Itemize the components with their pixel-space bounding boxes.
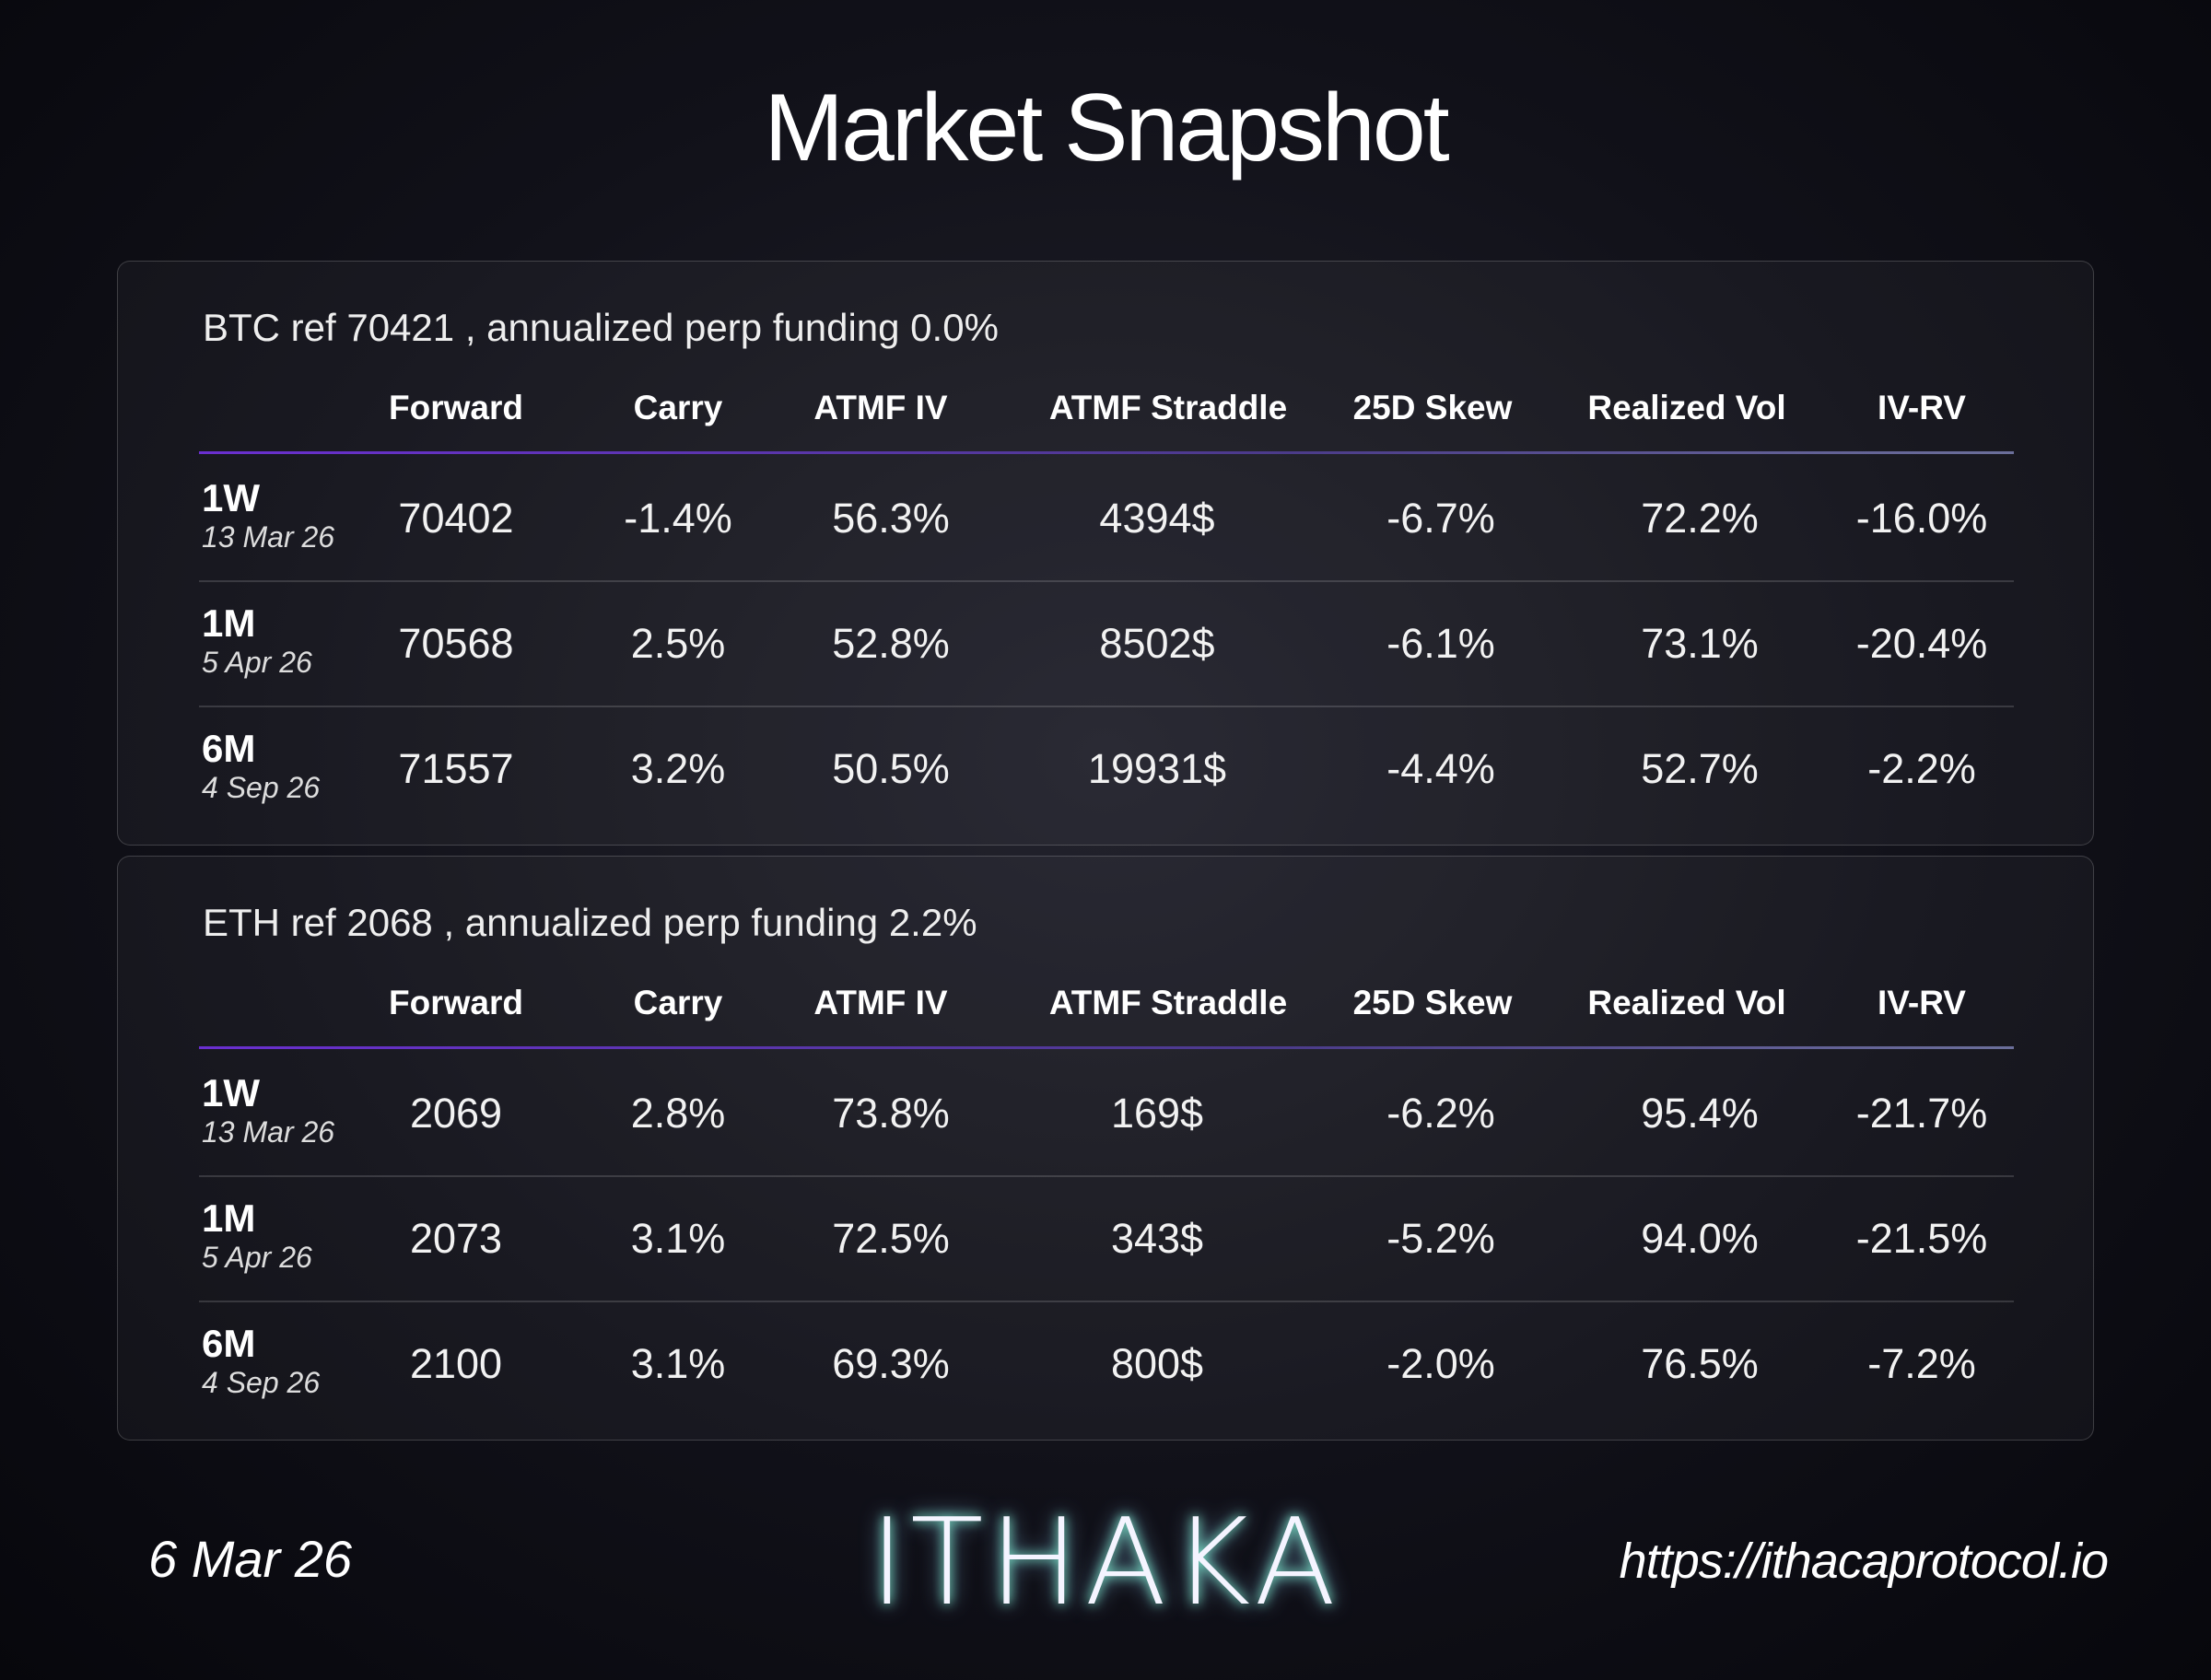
tenor: 1W bbox=[202, 476, 260, 519]
row-separator bbox=[199, 1301, 2014, 1302]
cell: -2.0% bbox=[1386, 1340, 1495, 1387]
cell: 94.0% bbox=[1641, 1215, 1759, 1262]
column-header: Carry bbox=[633, 984, 723, 1021]
expiry-date: 5 Apr 26 bbox=[202, 646, 312, 679]
cell: 95.4% bbox=[1641, 1090, 1759, 1137]
cell: 73.1% bbox=[1641, 620, 1759, 667]
cell: 69.3% bbox=[832, 1340, 950, 1387]
cell: 2073 bbox=[409, 1215, 503, 1262]
footer-url: https://ithacaprotocol.io bbox=[1619, 1534, 2109, 1589]
tenor: 6M bbox=[202, 1322, 256, 1365]
cell: -20.4% bbox=[1855, 620, 1988, 667]
row-separator bbox=[199, 1175, 2014, 1177]
table-panel: BTC ref 70421 , annualized perp funding … bbox=[117, 261, 2094, 846]
cell: 72.5% bbox=[832, 1215, 950, 1262]
column-header: ATMF Straddle bbox=[1048, 389, 1288, 426]
cell: -6.2% bbox=[1386, 1090, 1495, 1137]
column-header: IV-RV bbox=[1878, 984, 1966, 1021]
row-separator bbox=[199, 706, 2014, 707]
cell: 8502$ bbox=[1099, 620, 1215, 667]
title: Market Snapshot bbox=[764, 75, 1449, 181]
cell: 169$ bbox=[1110, 1090, 1204, 1137]
tenor: 6M bbox=[202, 727, 256, 770]
expiry-date: 4 Sep 26 bbox=[202, 771, 321, 804]
expiry-date: 4 Sep 26 bbox=[202, 1366, 321, 1399]
cell: -21.7% bbox=[1855, 1090, 1988, 1137]
cell: 71557 bbox=[398, 745, 514, 792]
cell: 2.5% bbox=[630, 620, 726, 667]
tenor: 1W bbox=[202, 1071, 260, 1114]
cell: 3.1% bbox=[630, 1215, 726, 1262]
cell: 2100 bbox=[409, 1340, 503, 1387]
cell: 3.1% bbox=[630, 1340, 726, 1387]
row-separator bbox=[199, 580, 2014, 582]
cell: -16.0% bbox=[1855, 495, 1988, 542]
cell: -2.2% bbox=[1867, 745, 1976, 792]
column-header: 25D Skew bbox=[1352, 389, 1513, 426]
header-line bbox=[199, 1046, 2014, 1049]
column-header: 25D Skew bbox=[1352, 984, 1513, 1021]
cell: 343$ bbox=[1110, 1215, 1204, 1262]
expiry-date: 13 Mar 26 bbox=[202, 520, 335, 554]
expiry-date: 13 Mar 26 bbox=[202, 1115, 335, 1149]
header-line bbox=[199, 451, 2014, 454]
cell: 56.3% bbox=[832, 495, 950, 542]
column-header: Realized Vol bbox=[1587, 389, 1786, 426]
cell: 2.8% bbox=[630, 1090, 726, 1137]
cell: 3.2% bbox=[630, 745, 726, 792]
logo: ITHAKA bbox=[869, 1492, 1342, 1632]
cell: -4.4% bbox=[1386, 745, 1495, 792]
cell: 76.5% bbox=[1641, 1340, 1759, 1387]
column-header: Carry bbox=[633, 389, 723, 426]
tenor: 1M bbox=[202, 601, 256, 645]
column-header: Forward bbox=[389, 389, 523, 426]
cell: 70402 bbox=[398, 495, 514, 542]
footer-date: 6 Mar 26 bbox=[148, 1530, 352, 1588]
cell: -21.5% bbox=[1855, 1215, 1988, 1262]
expiry-date: 5 Apr 26 bbox=[202, 1241, 312, 1274]
cell: 52.8% bbox=[832, 620, 950, 667]
cell: 4394$ bbox=[1099, 495, 1215, 542]
cell: 50.5% bbox=[832, 745, 950, 792]
cell: 52.7% bbox=[1641, 745, 1759, 792]
column-header: Realized Vol bbox=[1587, 984, 1786, 1021]
tenor: 1M bbox=[202, 1196, 256, 1240]
cell: -6.1% bbox=[1386, 620, 1495, 667]
cell: -1.4% bbox=[624, 495, 732, 542]
column-header: ATMF IV bbox=[813, 389, 948, 426]
column-header: Forward bbox=[389, 984, 523, 1021]
table-caption: ETH ref 2068 , annualized perp funding 2… bbox=[203, 901, 977, 944]
cell: 19931$ bbox=[1087, 745, 1227, 792]
cell: 73.8% bbox=[832, 1090, 950, 1137]
cell: -7.2% bbox=[1867, 1340, 1976, 1387]
cell: 800$ bbox=[1110, 1340, 1204, 1387]
column-header: IV-RV bbox=[1878, 389, 1966, 426]
cell: 72.2% bbox=[1641, 495, 1759, 542]
table-caption: BTC ref 70421 , annualized perp funding … bbox=[203, 306, 999, 349]
table-panel: ETH ref 2068 , annualized perp funding 2… bbox=[117, 856, 2094, 1441]
column-header: ATMF Straddle bbox=[1048, 984, 1288, 1021]
cell: -5.2% bbox=[1386, 1215, 1495, 1262]
cell: -6.7% bbox=[1386, 495, 1495, 542]
cell: 70568 bbox=[398, 620, 514, 667]
cell: 2069 bbox=[409, 1090, 503, 1137]
column-header: ATMF IV bbox=[813, 984, 948, 1021]
